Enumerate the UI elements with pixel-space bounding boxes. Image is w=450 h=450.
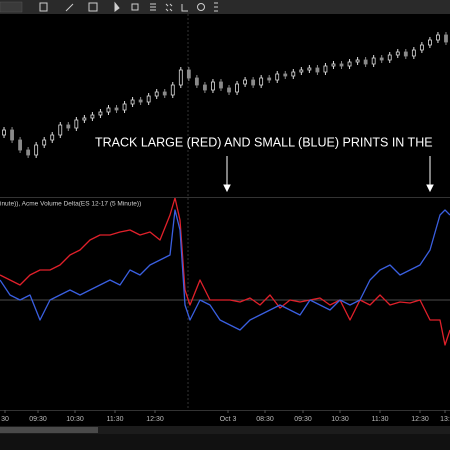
candle-body [428,39,432,46]
candle-body [114,107,119,111]
candle-body [411,49,416,57]
arrow-head [426,184,434,193]
candle-body [203,84,207,91]
candle-body [2,129,6,136]
candle-body [10,129,14,141]
candle-body [170,84,175,96]
candle-body [74,119,79,129]
toolbar-icon[interactable] [88,2,98,12]
candle-body [146,95,151,103]
annotation-arrows [223,156,434,193]
toolbar-icon[interactable] [39,2,48,12]
candle-body [154,91,159,97]
candle-body [387,54,392,61]
candle-body [355,59,360,63]
candle-body [130,99,135,105]
time-tick-label: 09:30 [29,416,47,423]
candle-body [194,77,199,86]
candle-body [211,81,215,91]
candle-body [379,57,384,61]
candle-body [90,114,95,119]
candle-body [18,139,22,151]
time-tick-label: 11:30 [372,416,389,423]
candle-body [436,34,440,41]
delta-line [0,198,450,346]
toolbar [0,0,450,14]
candle-body [291,71,296,77]
candle-body [106,107,111,113]
time-tick-label: 10:30 [66,416,84,423]
candle-body [227,87,231,93]
time-tick-label: 09:30 [294,416,312,423]
candle-body [138,99,143,103]
candle-body [275,73,280,81]
candle-body [331,63,336,67]
candle-body [363,59,368,65]
annotation: TRACK LARGE (RED) AND SMALL (BLUE) PRINT… [95,135,433,149]
delta-line [0,209,450,331]
time-tick-label: Oct 3 [220,416,237,423]
candle-body [347,61,352,67]
candle-body [162,91,167,96]
scrollbar-track[interactable] [0,426,450,434]
time-tick-label: 11:30 [107,416,124,423]
toolbar-icons [39,1,218,12]
candle-body [66,124,71,129]
toolbar-dropdown[interactable] [0,1,23,13]
time-tick-label: 12:30 [146,416,164,423]
candle-body [26,149,31,156]
time-tick-label: 30 [1,416,9,423]
candle-body [243,79,247,85]
candle-body [339,63,344,67]
candle-body [122,103,127,111]
candle-body [259,77,264,86]
candle-body [251,79,256,86]
candle-body [419,44,424,51]
candle-body [186,69,191,79]
candle-body [403,51,408,57]
toolbar-icon[interactable] [150,3,156,11]
status-bar [0,434,450,450]
toolbar-icon[interactable] [114,1,120,12]
candle-body [42,139,47,146]
time-axis: 30 09:30 10:30 11:30 12:30 Oct 3 08:30 09:30 10:… [1,410,450,423]
price-panel [2,32,448,158]
scrollbar-thumb[interactable] [0,427,98,433]
candle-body [395,51,400,56]
indicator-panel [0,198,450,346]
toolbar-icon[interactable] [165,3,173,12]
candle-body [98,111,103,116]
candle-body [323,65,328,73]
toolbar-icon[interactable] [65,3,74,12]
candle-body [444,34,448,43]
candle-body [315,67,320,73]
time-tick-label: 10:30 [331,416,349,423]
candle-body [371,57,376,65]
toolbar-icon[interactable] [181,4,188,12]
candle-body [50,134,55,141]
candle-body [82,117,87,121]
candle-body [283,73,288,77]
toolbar-icon[interactable] [214,2,218,12]
candle-body [267,77,272,81]
toolbar-icon[interactable] [131,3,139,11]
arrow-head [223,184,231,193]
candle-body [299,69,304,73]
time-tick-label: 13: [440,416,450,423]
time-tick-label: 08:30 [256,416,274,423]
time-tick-label: 12:30 [411,416,429,423]
toolbar-icon[interactable] [197,3,205,11]
candle-body [58,124,63,136]
candle-body [178,69,183,86]
candle-body [307,67,312,71]
candle-body [34,144,39,156]
candle-body [219,81,223,89]
indicator-label: inute)), Acme Volume Delta(ES 12-17 (5 M… [0,201,141,208]
candle-body [235,83,239,93]
